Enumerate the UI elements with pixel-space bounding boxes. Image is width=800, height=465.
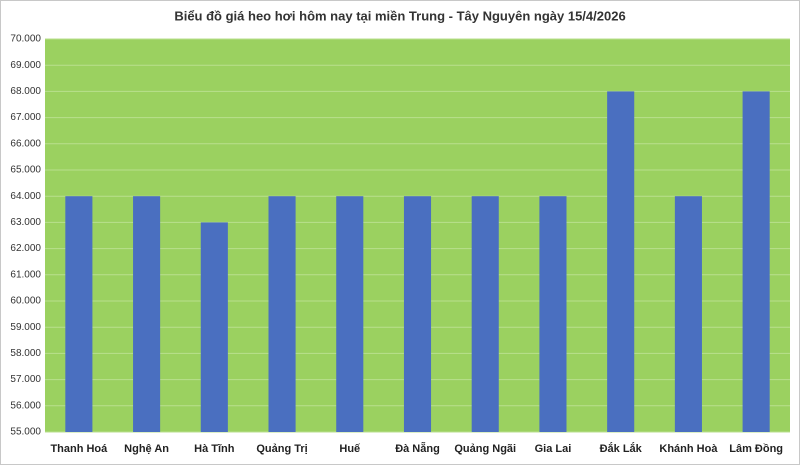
- bar: [471, 196, 499, 432]
- y-tick-label: 56.000: [10, 400, 41, 411]
- y-tick-label: 58.000: [10, 348, 41, 359]
- y-tick-label: 57.000: [10, 374, 41, 385]
- y-tick-label: 61.000: [10, 269, 41, 280]
- bar: [268, 196, 296, 432]
- y-tick-label: 55.000: [10, 427, 41, 438]
- bar: [200, 222, 228, 432]
- x-tick-label: Huế: [339, 443, 361, 455]
- bar: [403, 196, 432, 432]
- bar: [336, 196, 364, 432]
- y-tick-label: 63.000: [10, 217, 41, 228]
- y-tick-label: 67.000: [10, 112, 41, 123]
- x-tick-label: Đắk Lắk: [600, 442, 643, 455]
- y-tick-label: 69.000: [10, 60, 41, 71]
- x-tick-label: Đà Nẵng: [395, 442, 440, 455]
- bar: [65, 196, 93, 432]
- x-tick-label: Khánh Hoà: [659, 443, 718, 455]
- y-tick-label: 59.000: [10, 322, 41, 333]
- x-tick-label: Nghệ An: [124, 443, 169, 455]
- y-tick-label: 65.000: [10, 165, 41, 176]
- x-tick-label: Thanh Hoá: [50, 443, 108, 455]
- bar: [607, 91, 635, 433]
- y-tick-label: 70.000: [10, 34, 41, 45]
- bar: [133, 196, 161, 432]
- y-tick-label: 68.000: [10, 86, 41, 97]
- x-tick-label: Lâm Đồng: [729, 443, 783, 455]
- x-tick-label: Gia Lai: [535, 443, 572, 455]
- bar: [742, 91, 770, 433]
- bar: [674, 196, 702, 432]
- x-tick-label: Quảng Ngãi: [454, 443, 516, 455]
- y-tick-label: 60.000: [10, 296, 41, 307]
- x-tick-label: Quảng Trị: [256, 443, 307, 455]
- y-tick-label: 66.000: [10, 138, 41, 149]
- x-tick-label: Hà Tĩnh: [194, 443, 235, 455]
- chart-title: Biểu đồ giá heo hơi hôm nay tại miền Tru…: [174, 8, 625, 23]
- y-tick-label: 64.000: [10, 191, 41, 202]
- bar: [539, 196, 567, 432]
- y-tick-label: 62.000: [10, 243, 41, 254]
